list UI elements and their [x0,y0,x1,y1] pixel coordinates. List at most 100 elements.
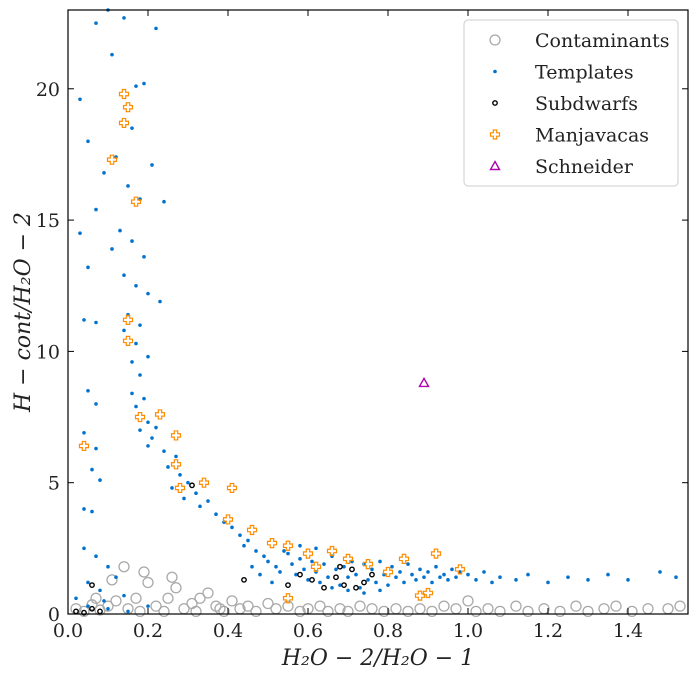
data-point [170,430,182,441]
data-point [162,199,166,204]
data-point [337,563,343,570]
data-point [102,171,106,175]
legend-item: Schneider [489,156,634,178]
data-point [202,587,214,599]
data-point [154,409,166,420]
data-point [454,564,466,575]
data-point [158,299,162,304]
data-point [126,184,130,188]
data-point [326,545,338,557]
data-point [134,283,138,288]
data-point [298,557,302,561]
data-point [170,582,182,594]
data-point [402,605,414,618]
data-point [130,360,134,364]
data-point [94,320,98,325]
data-point [78,97,82,102]
data-point [274,564,278,569]
data-point [378,605,390,618]
data-point [390,603,402,615]
data-point [378,588,382,593]
data-point [138,323,142,327]
data-point [110,595,122,607]
data-point [546,580,550,585]
data-point [458,570,462,574]
data-point [438,600,450,612]
data-point [406,562,410,566]
data-point [442,572,446,577]
data-point [498,575,502,580]
data-point [142,81,146,86]
legend-item: Templates [493,62,634,84]
series-templates [74,8,678,614]
data-point [86,388,90,393]
data-point [89,582,95,589]
x-tick-label: 1.0 [453,620,483,642]
data-point [510,600,522,612]
data-point [362,591,366,595]
data-point [162,592,174,604]
data-point [330,585,334,590]
data-point [73,608,79,615]
data-point [278,570,282,574]
data-point [178,473,182,477]
data-point [146,291,150,296]
data-point [102,600,114,612]
data-point [310,559,314,564]
data-point [450,603,462,615]
data-point [74,596,78,601]
data-point [94,207,98,212]
data-point [130,126,134,130]
x-tick-label: 0.2 [133,620,163,642]
data-point [306,578,310,582]
data-point [570,600,582,612]
data-point [114,575,118,580]
data-point [78,440,90,452]
data-point [94,446,98,451]
data-point [122,328,126,333]
data-point [170,459,182,470]
data-point [282,593,294,604]
data-point [90,509,94,514]
data-point [418,567,422,572]
data-point [398,553,410,564]
data-point [374,580,378,585]
data-point [454,575,458,580]
data-point [82,546,86,551]
data-point [282,540,294,551]
data-point [122,16,126,20]
data-point [282,600,294,612]
points-layer [70,8,686,618]
data-point [198,477,210,488]
data-point [642,603,654,615]
legend-marker [493,69,497,74]
data-point [354,600,366,612]
data-point [126,609,130,614]
data-point [222,514,234,525]
data-point [142,255,146,259]
legend-label: Manjavacas [535,125,649,147]
x-tick-label: 0.6 [293,620,323,642]
data-point [390,564,394,569]
data-point [474,578,478,582]
data-point [482,570,486,574]
data-point [162,449,166,453]
data-point [90,592,102,604]
data-point [106,606,110,611]
data-point [398,570,402,574]
data-point [122,314,134,325]
legend-marker [492,100,498,106]
data-point [89,605,95,612]
data-point [250,564,254,569]
data-point [134,341,138,346]
data-point [146,420,150,425]
data-point [366,603,378,615]
data-point [514,578,518,582]
y-axis-label: H − cont/H₂O − 2 [11,212,36,413]
plot-frame [67,9,689,615]
data-point [302,567,306,572]
data-point [102,599,106,603]
data-point [134,605,146,618]
legend-item: Manjavacas [489,125,649,147]
y-tick-label: 10 [36,341,60,363]
